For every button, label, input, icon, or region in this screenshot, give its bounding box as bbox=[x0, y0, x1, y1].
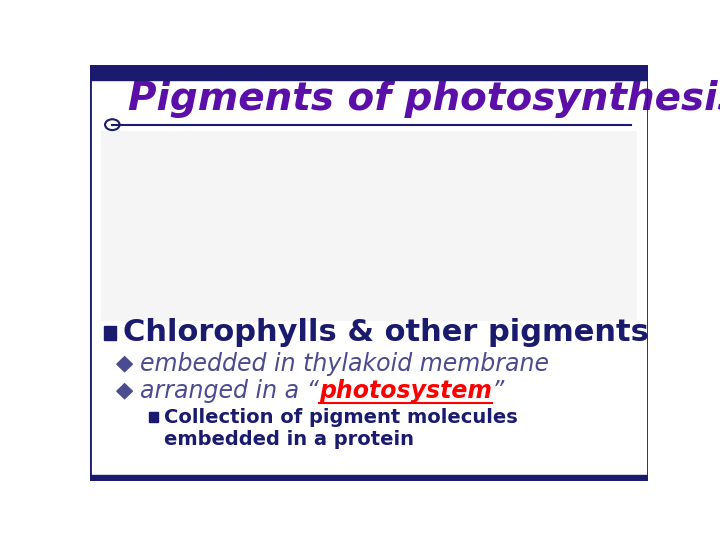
Bar bbox=[101, 131, 636, 321]
Bar bbox=[104, 326, 116, 340]
Text: embedded in a protein: embedded in a protein bbox=[164, 430, 414, 449]
Text: ”: ” bbox=[492, 379, 504, 403]
Polygon shape bbox=[117, 357, 132, 372]
Text: Chlorophylls & other pigments: Chlorophylls & other pigments bbox=[123, 319, 649, 348]
Point bbox=[487, 400, 496, 406]
Text: Collection of pigment molecules: Collection of pigment molecules bbox=[164, 408, 518, 427]
Text: Pigments of photosynthesis: Pigments of photosynthesis bbox=[128, 80, 720, 118]
Bar bbox=[148, 413, 158, 422]
Point bbox=[315, 400, 323, 406]
Bar bbox=[90, 65, 648, 80]
Text: arranged in a “: arranged in a “ bbox=[140, 379, 319, 403]
Bar bbox=[90, 475, 648, 481]
Polygon shape bbox=[117, 384, 132, 399]
Text: embedded in thylakoid membrane: embedded in thylakoid membrane bbox=[140, 352, 549, 376]
Text: photosystem: photosystem bbox=[319, 379, 492, 403]
